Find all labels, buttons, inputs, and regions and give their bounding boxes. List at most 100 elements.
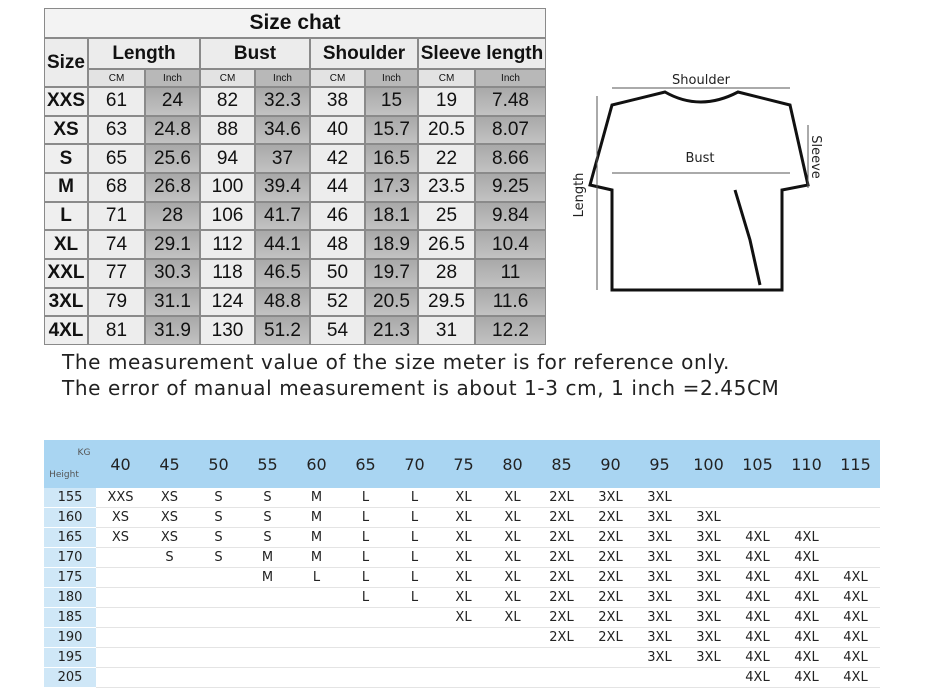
value-cell: 94 bbox=[200, 144, 255, 173]
value-cell: 79 bbox=[88, 287, 145, 317]
empty-cell bbox=[145, 668, 194, 688]
size-cell: L bbox=[341, 568, 390, 588]
value-cell: 52 bbox=[310, 287, 365, 317]
value-cell: 29.5 bbox=[418, 287, 475, 317]
size-cell: XS bbox=[96, 508, 145, 528]
value-cell: 15.7 bbox=[365, 115, 418, 145]
size-cell: L bbox=[390, 588, 439, 608]
size-cell: 4XL bbox=[831, 588, 880, 608]
empty-cell bbox=[390, 668, 439, 688]
size-cell: L bbox=[341, 588, 390, 608]
weight-label: KG bbox=[77, 448, 91, 458]
empty-cell bbox=[243, 608, 292, 628]
size-cell: 3XL bbox=[684, 528, 733, 548]
height-label: Height bbox=[49, 470, 79, 480]
size-cell: M bbox=[292, 528, 341, 548]
height-cell: 165 bbox=[44, 528, 96, 548]
size-cell: XS bbox=[145, 508, 194, 528]
size-cell: XL bbox=[488, 588, 537, 608]
value-cell: 46.5 bbox=[255, 259, 310, 288]
size-cell: M bbox=[44, 173, 88, 202]
value-cell: 24 bbox=[145, 87, 200, 116]
empty-cell bbox=[831, 528, 880, 548]
value-cell: 34.6 bbox=[255, 115, 310, 145]
empty-cell bbox=[439, 628, 488, 648]
unit-cell: CM bbox=[200, 69, 255, 87]
size-cell: S bbox=[243, 528, 292, 548]
header-cell: Bust bbox=[200, 38, 310, 69]
header-background bbox=[44, 440, 880, 488]
length-label: Length bbox=[572, 173, 587, 218]
size-cell: 4XL bbox=[831, 568, 880, 588]
empty-cell bbox=[96, 668, 145, 688]
size-cell: 4XL bbox=[831, 648, 880, 668]
size-cell: 3XL bbox=[635, 508, 684, 528]
size-cell: 3XL bbox=[684, 508, 733, 528]
size-cell: 2XL bbox=[586, 568, 635, 588]
size-cell: 4XL bbox=[831, 628, 880, 648]
size-cell: XXS bbox=[44, 87, 88, 116]
size-cell: XL bbox=[439, 588, 488, 608]
empty-cell bbox=[831, 508, 880, 528]
empty-cell bbox=[243, 648, 292, 668]
empty-cell bbox=[96, 648, 145, 668]
size-cell: 4XL bbox=[831, 668, 880, 688]
value-cell: 81 bbox=[88, 316, 145, 345]
bust-label: Bust bbox=[685, 151, 714, 166]
size-cell: S bbox=[194, 508, 243, 528]
empty-cell bbox=[243, 588, 292, 608]
size-cell: 2XL bbox=[586, 548, 635, 568]
unit-cell: CM bbox=[310, 69, 365, 87]
empty-cell bbox=[733, 508, 782, 528]
value-cell: 38 bbox=[310, 87, 365, 116]
value-cell: 9.25 bbox=[475, 173, 546, 202]
empty-cell bbox=[194, 628, 243, 648]
value-cell: 17.3 bbox=[365, 173, 418, 202]
size-cell: 2XL bbox=[537, 548, 586, 568]
weight-cell: 65 bbox=[355, 454, 376, 474]
empty-cell bbox=[341, 668, 390, 688]
empty-cell bbox=[194, 588, 243, 608]
size-cell: 4XL bbox=[782, 528, 831, 548]
size-cell: 2XL bbox=[586, 508, 635, 528]
empty-cell bbox=[831, 488, 880, 508]
empty-cell bbox=[145, 628, 194, 648]
size-cell: 4XL bbox=[782, 668, 831, 688]
size-cell: 4XL bbox=[733, 648, 782, 668]
size-cell: 3XL bbox=[586, 488, 635, 508]
size-cell: L bbox=[44, 201, 88, 231]
empty-cell bbox=[96, 548, 145, 568]
weight-cell: 40 bbox=[110, 454, 131, 474]
value-cell: 50 bbox=[310, 259, 365, 288]
empty-cell bbox=[243, 628, 292, 648]
size-cell: L bbox=[390, 508, 439, 528]
value-cell: 39.4 bbox=[255, 173, 310, 202]
value-cell: 118 bbox=[200, 259, 255, 288]
weight-cell: 100 bbox=[693, 454, 724, 474]
size-cell: 3XL bbox=[635, 588, 684, 608]
size-cell: 4XL bbox=[782, 628, 831, 648]
empty-cell bbox=[194, 608, 243, 628]
size-cell: M bbox=[292, 508, 341, 528]
empty-cell bbox=[194, 568, 243, 588]
empty-cell bbox=[586, 648, 635, 668]
empty-cell bbox=[194, 668, 243, 688]
value-cell: 19 bbox=[418, 87, 475, 116]
value-cell: 25 bbox=[418, 201, 475, 231]
weight-cell: 90 bbox=[600, 454, 621, 474]
value-cell: 31.1 bbox=[145, 287, 200, 317]
size-cell: M bbox=[292, 548, 341, 568]
size-cell: 2XL bbox=[586, 628, 635, 648]
size-cell: 3XL bbox=[635, 528, 684, 548]
empty-cell bbox=[390, 628, 439, 648]
height-cell: 175 bbox=[44, 568, 96, 588]
empty-cell bbox=[488, 648, 537, 668]
value-cell: 21.3 bbox=[365, 316, 418, 345]
value-cell: 48 bbox=[310, 230, 365, 259]
empty-cell bbox=[341, 628, 390, 648]
value-cell: 46 bbox=[310, 201, 365, 231]
empty-cell bbox=[684, 668, 733, 688]
size-cell: XXL bbox=[44, 259, 88, 288]
size-cell: 3XL bbox=[684, 628, 733, 648]
